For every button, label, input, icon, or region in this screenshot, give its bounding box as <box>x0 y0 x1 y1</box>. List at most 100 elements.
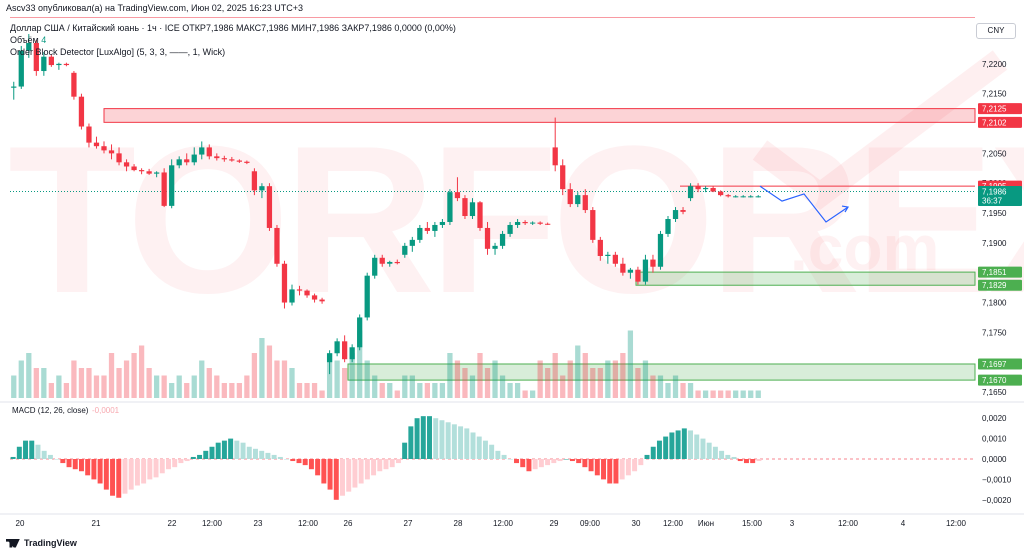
volume-bar <box>484 368 491 398</box>
macd-hist-bar <box>296 459 302 464</box>
macd-hist-bar <box>383 459 389 470</box>
time-tick-label: 22 <box>168 519 177 528</box>
macd-hist-bar <box>284 459 290 460</box>
candle <box>642 254 649 285</box>
candle-body <box>296 289 303 291</box>
candle-body <box>605 254 611 256</box>
volume-bar <box>191 375 197 398</box>
volume-bar <box>530 390 536 398</box>
candle <box>402 242 408 258</box>
candle <box>123 159 130 172</box>
macd-hist-bar <box>221 440 227 459</box>
macd-hist-bar <box>613 459 619 484</box>
volume-bar <box>387 383 393 398</box>
price-tag <box>978 103 1022 115</box>
macd-hist-bar <box>408 426 414 459</box>
macd-hist-bar <box>694 434 700 459</box>
candle <box>357 314 363 351</box>
candle <box>387 260 393 267</box>
volume-bar <box>635 368 641 398</box>
macd-hist-bar <box>203 450 209 459</box>
macd-value: -0,0001 <box>92 406 120 415</box>
candle-body <box>387 261 393 264</box>
candle <box>612 251 618 267</box>
volume-bar <box>266 345 273 398</box>
macd-hist-bar <box>532 459 538 470</box>
macd-hist-bar <box>638 459 644 466</box>
macd-hist-bar <box>234 440 240 459</box>
candle <box>191 147 197 166</box>
time-tick-label: 15:00 <box>742 519 763 528</box>
macd-hist-bar <box>458 426 464 459</box>
candle-body <box>748 196 754 198</box>
candle <box>11 81 17 100</box>
candle <box>18 45 24 89</box>
candle-body <box>665 219 671 234</box>
candle-body <box>319 299 325 302</box>
candle-body <box>514 221 521 225</box>
candle-body <box>78 96 85 127</box>
candle <box>424 221 430 234</box>
candle <box>447 189 453 225</box>
macd-hist-bar <box>700 438 706 459</box>
candle-body <box>740 196 746 198</box>
macd-hist-bar <box>377 459 383 472</box>
currency-button[interactable]: CNY <box>976 23 1016 39</box>
volume-bar <box>492 360 498 398</box>
candle <box>86 123 92 148</box>
symbol-line[interactable]: Доллар США / Китайский юань · 1ч · ICE О… <box>10 23 456 33</box>
volume-legend[interactable]: Объём 4 <box>10 34 456 46</box>
indicator-legend[interactable]: Order Block Detector [LuxAlgo] (5, 3, 3,… <box>10 47 226 57</box>
macd-hist-bar <box>147 459 153 480</box>
volume-bar <box>612 360 618 398</box>
header-divider <box>10 17 975 18</box>
candle <box>492 242 498 255</box>
macd-hist-bar <box>402 442 408 459</box>
order-block-bullish <box>347 363 976 381</box>
price-tag <box>978 374 1022 386</box>
volume-bar <box>680 383 686 398</box>
macd-hist-bar <box>358 459 364 484</box>
candle-body <box>311 295 318 300</box>
candle <box>567 183 573 208</box>
candle-body <box>582 195 588 211</box>
macd-hist-bar <box>476 436 482 459</box>
candle-body <box>454 192 461 199</box>
volume-bar <box>590 368 596 398</box>
macd-hist-bar <box>240 442 246 459</box>
candle <box>582 189 588 214</box>
volume-bar <box>236 383 242 398</box>
candle-body <box>176 159 182 166</box>
macd-hist-bar <box>91 459 97 480</box>
candle <box>56 62 62 70</box>
candle-body <box>635 269 641 282</box>
countdown-label: 36:37 <box>982 197 1003 206</box>
macd-hist-bar <box>688 430 694 459</box>
order-block-bearish <box>103 108 976 123</box>
volume-bar <box>657 375 664 398</box>
volume-bar <box>123 360 130 398</box>
volume-bar <box>650 375 656 398</box>
macd-hist-bar <box>209 446 215 459</box>
candle <box>251 168 258 196</box>
price-tick-label: 7,1750 <box>982 328 1007 337</box>
macd-hist-bar <box>259 450 265 459</box>
macd-hist-bar <box>215 442 221 459</box>
candle <box>695 183 701 193</box>
tradingview-logo[interactable]: TradingView <box>6 538 77 548</box>
volume-bar <box>665 383 671 398</box>
macd-hist-bar <box>265 452 271 459</box>
macd-hist-bar <box>47 454 53 459</box>
candle <box>281 260 288 309</box>
candle-body <box>477 202 483 228</box>
volume-bar <box>154 375 160 398</box>
price-tag-label: 7,2102 <box>982 118 1007 127</box>
volume-bar <box>71 360 77 398</box>
candle <box>575 192 581 208</box>
macd-hist-bar <box>253 448 258 459</box>
macd-hist-bar <box>159 459 165 474</box>
candle <box>229 156 235 162</box>
candle <box>244 160 250 165</box>
